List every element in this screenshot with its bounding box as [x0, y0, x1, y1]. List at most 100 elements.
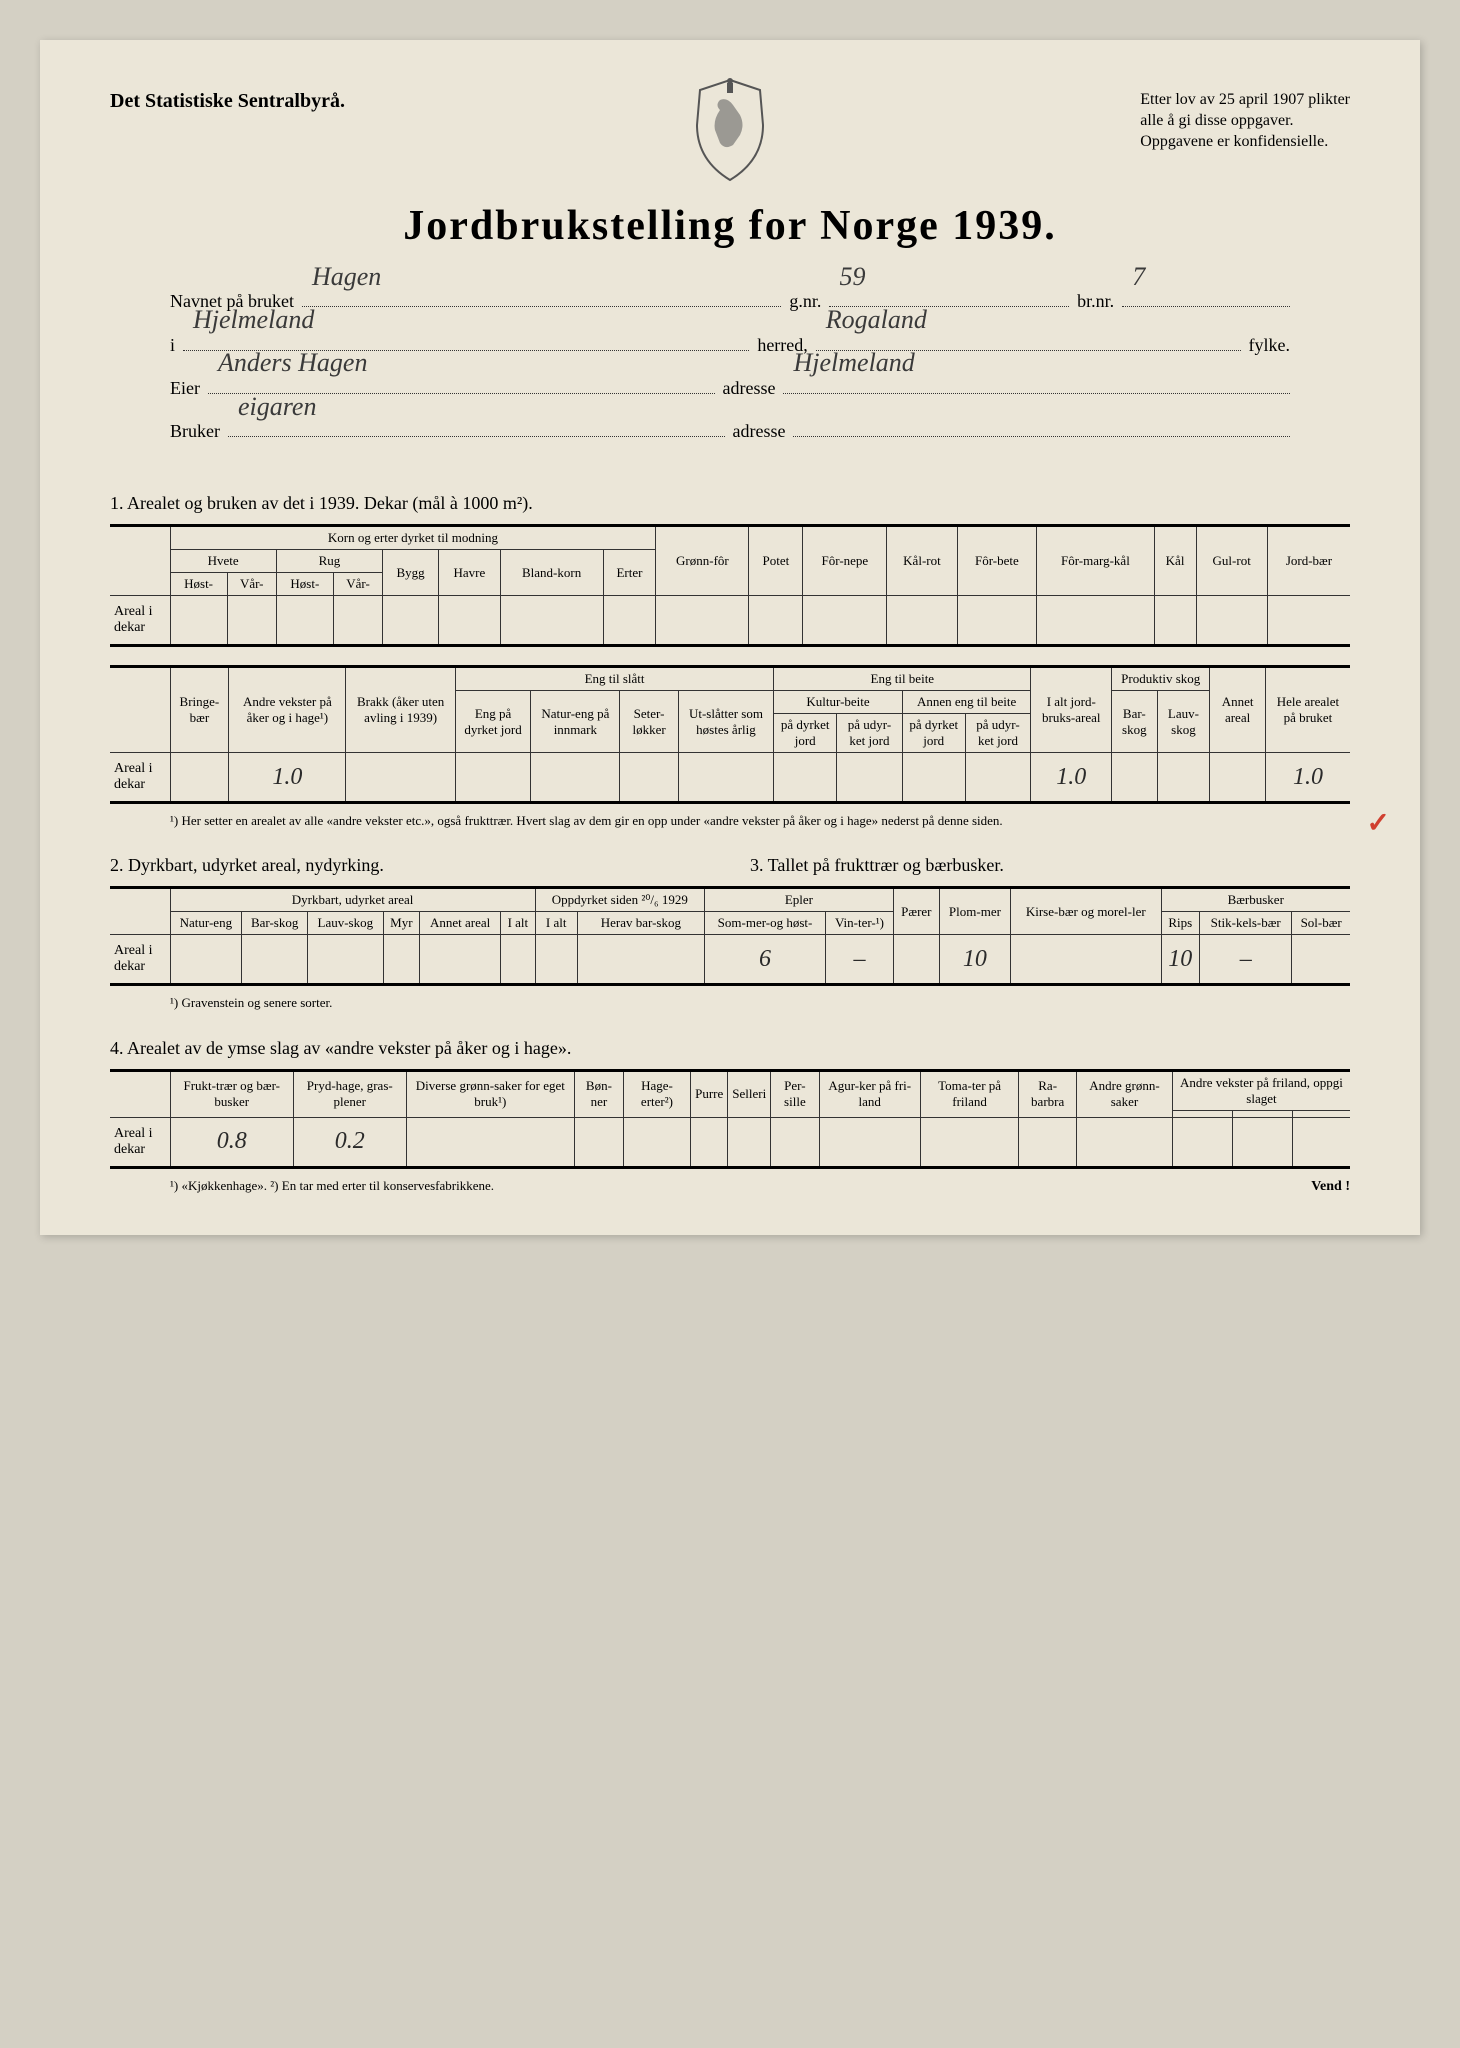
- rips-header: Rips: [1161, 912, 1200, 935]
- areal-label-1a: Areal i dekar: [110, 596, 170, 646]
- rabarbra-header: Ra-barbra: [1019, 1070, 1077, 1117]
- natureng-header: Natur-eng på innmark: [531, 691, 620, 753]
- forbete-header: Fôr-bete: [957, 526, 1037, 596]
- annet-areal-header: Annet areal: [1210, 667, 1266, 753]
- baerbusker-header: Bærbusker: [1161, 888, 1350, 912]
- org-name: Det Statistiske Sentralbyrå.: [110, 90, 345, 113]
- hageerter-header: Hage-erter²): [623, 1070, 690, 1117]
- areal-label-1b: Areal i dekar: [110, 753, 170, 803]
- erter-header: Erter: [603, 550, 656, 596]
- dyrkbart-header: Dyrkbart, udyrket areal: [170, 888, 535, 912]
- val-sommer: 6: [704, 935, 825, 985]
- adresse-label: adresse: [723, 367, 776, 410]
- bringebaer-header: Bringe-bær: [170, 667, 229, 753]
- eier-label: Eier: [170, 367, 200, 410]
- lauvskog-header: Lauv-skog: [1157, 691, 1210, 753]
- adresse2-label: adresse: [733, 410, 786, 453]
- header: Det Statistiske Sentralbyrå. Etter lov a…: [110, 90, 1350, 152]
- host2: Høst-: [276, 573, 333, 596]
- herav-bar-header: Herav bar-skog: [577, 912, 704, 935]
- brnr-value: 7: [1132, 246, 1145, 308]
- adresse-value: Hjelmeland: [793, 332, 914, 394]
- table23: Dyrkbart, udyrket areal Oppdyrket siden …: [110, 886, 1350, 986]
- section2-title: 2. Dyrkbart, udyrket areal, nydyrking.: [110, 855, 710, 876]
- table1a: Korn og erter dyrket til modning Grønn-f…: [110, 524, 1350, 647]
- rug-header: Rug: [276, 550, 382, 573]
- gnr-label: g.nr.: [789, 280, 821, 323]
- vend-label: Vend !: [1311, 1179, 1350, 1195]
- section4-title: 4. Arealet av de ymse slag av «andre vek…: [110, 1038, 1350, 1059]
- andre-vekster-header: Andre vekster på åker og i hage¹): [229, 667, 346, 753]
- legal-line-2: alle å gi disse oppgaver.: [1140, 111, 1350, 132]
- bruker-label: Bruker: [170, 410, 220, 453]
- ialt-jordbruk-header: I alt jord-bruks-areal: [1031, 667, 1112, 753]
- pa-dyrket-1: på dyrket jord: [774, 714, 837, 753]
- areal-label-4: Areal i dekar: [110, 1117, 170, 1167]
- bruker-value: eigaren: [238, 376, 316, 438]
- pa-udyrket-1: på udyr-ket jord: [837, 714, 903, 753]
- vinter-header: Vin-ter-¹): [826, 912, 894, 935]
- section3-title: 3. Tallet på frukttrær og bærbusker.: [750, 855, 1350, 876]
- epler-header: Epler: [704, 888, 893, 912]
- hele-arealet-header: Hele arealet på bruket: [1265, 667, 1350, 753]
- natureng2-header: Natur-eng: [170, 912, 242, 935]
- oppdyrket-header: Oppdyrket siden ²⁰/₆ 1929: [535, 888, 704, 912]
- table4: Frukt-trær og bær-busker Pryd-hage, gras…: [110, 1069, 1350, 1169]
- table1b: Bringe-bær Andre vekster på åker og i ha…: [110, 665, 1350, 804]
- pa-udyrket-2: på udyr-ket jord: [965, 714, 1031, 753]
- stikkels-header: Stik-kels-bær: [1200, 912, 1292, 935]
- korn-header: Korn og erter dyrket til modning: [170, 526, 656, 550]
- section1-title: 1. Arealet og bruken av det i 1939. Deka…: [110, 493, 1350, 514]
- val-andre: 1.0: [229, 753, 346, 803]
- utslatter-header: Ut-slåtter som høstes årlig: [678, 691, 774, 753]
- footnote1-text: ¹) Her setter en arealet av alle «andre …: [170, 813, 1003, 828]
- legal-notice: Etter lov av 25 april 1907 plikter alle …: [1140, 90, 1350, 152]
- val-stikkels: –: [1200, 935, 1292, 985]
- fornepe-header: Fôr-nepe: [803, 526, 887, 596]
- kulturbeite-header: Kultur-beite: [774, 691, 903, 714]
- coat-of-arms-icon: [685, 75, 775, 185]
- ialt2-header: I alt: [501, 912, 536, 935]
- var2: Vår-: [333, 573, 382, 596]
- plommer-header: Plom-mer: [939, 888, 1010, 935]
- kal-header: Kål: [1154, 526, 1196, 596]
- val-rips: 10: [1161, 935, 1200, 985]
- paerer-header: Pærer: [893, 888, 939, 935]
- gulrot-header: Gul-rot: [1196, 526, 1267, 596]
- var1: Vår-: [227, 573, 276, 596]
- annen-beite-header: Annen eng til beite: [902, 691, 1031, 714]
- annet2-header: Annet areal: [420, 912, 501, 935]
- diverse-header: Diverse grønn-saker for eget bruk¹): [406, 1070, 575, 1117]
- val-hele: 1.0: [1265, 753, 1350, 803]
- andre-friland-header: Andre vekster på friland, oppgi slaget: [1172, 1070, 1350, 1110]
- andre-gronn-header: Andre grønn-saker: [1077, 1070, 1173, 1117]
- frukttraer-header: Frukt-trær og bær-busker: [170, 1070, 293, 1117]
- gronnfor-header: Grønn-fôr: [656, 526, 749, 596]
- purre-header: Purre: [691, 1070, 728, 1117]
- havre-header: Havre: [439, 550, 501, 596]
- selleri-header: Selleri: [728, 1070, 771, 1117]
- footnote1: ¹) Her setter en arealet av alle «andre …: [170, 812, 1350, 830]
- prydhage-header: Pryd-hage, gras-plener: [293, 1070, 406, 1117]
- val-pryd: 0.2: [293, 1117, 406, 1167]
- hvete-header: Hvete: [170, 550, 276, 573]
- kalrot-header: Kål-rot: [887, 526, 957, 596]
- ialt3-header: I alt: [535, 912, 577, 935]
- main-title: Jordbrukstelling for Norge 1939.: [110, 202, 1350, 250]
- brnr-label: br.nr.: [1077, 280, 1114, 323]
- barskog-header: Bar-skog: [1112, 691, 1157, 753]
- footnote4: ¹) «Kjøkkenhage». ²) En tar med erter ti…: [170, 1177, 494, 1195]
- eng-beite-header: Eng til beite: [774, 667, 1031, 691]
- pa-dyrket-2: på dyrket jord: [902, 714, 965, 753]
- jordbaer-header: Jord-bær: [1267, 526, 1350, 596]
- lauvskog2-header: Lauv-skog: [308, 912, 383, 935]
- eng-dyrket-header: Eng på dyrket jord: [455, 691, 530, 753]
- red-checkmark-icon: ✓: [1367, 804, 1390, 843]
- val-frukt: 0.8: [170, 1117, 293, 1167]
- eng-slatt-header: Eng til slått: [455, 667, 773, 691]
- val-plommer: 10: [939, 935, 1010, 985]
- bonner-header: Bøn-ner: [575, 1070, 624, 1117]
- tomater-header: Toma-ter på friland: [920, 1070, 1018, 1117]
- areal-label-2: Areal i dekar: [110, 935, 170, 985]
- potet-header: Potet: [749, 526, 803, 596]
